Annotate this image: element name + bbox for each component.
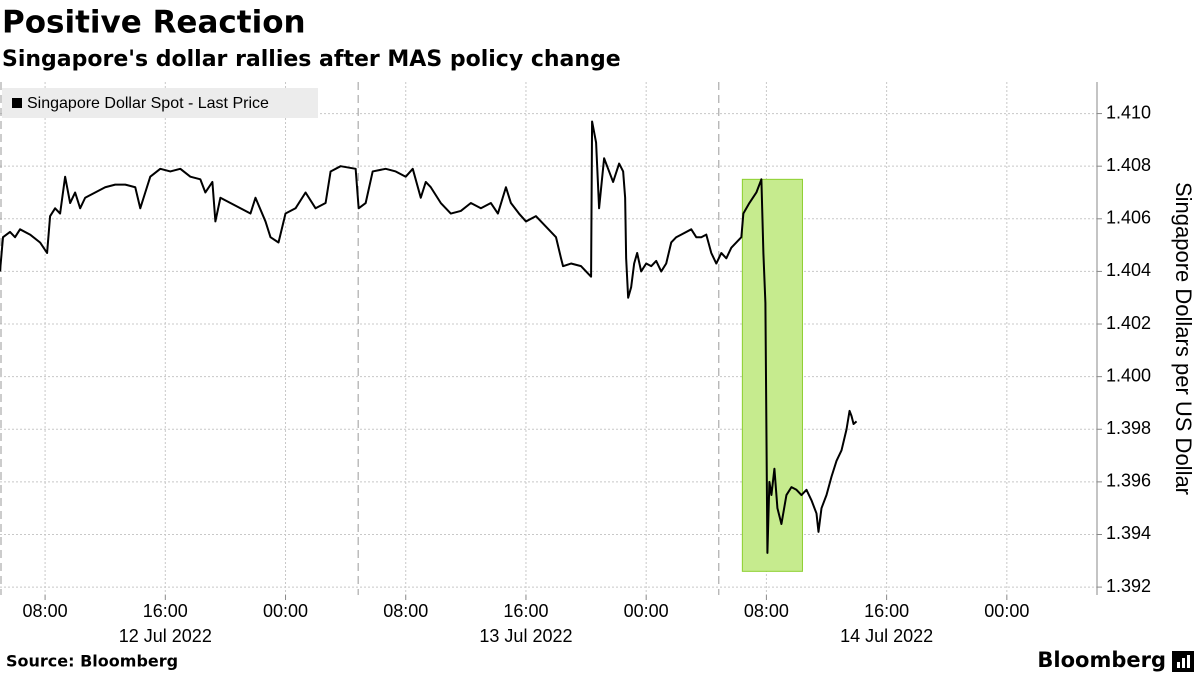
brand-icon-bar	[1187, 655, 1190, 668]
brand-icon-bar	[1182, 658, 1185, 668]
plot-background	[0, 82, 1097, 595]
y-tick-label: 1.406	[1106, 208, 1151, 228]
highlight-box	[741, 178, 803, 572]
x-tick-label: 16:00	[864, 601, 909, 621]
x-date-label: 14 Jul 2022	[840, 626, 933, 646]
x-tick-label: 16:00	[143, 601, 188, 621]
legend-label: Singapore Dollar Spot - Last Price	[27, 95, 269, 112]
y-tick-label: 1.408	[1106, 155, 1151, 175]
brand: Bloomberg	[1037, 648, 1166, 672]
x-tick-label: 08:00	[383, 601, 428, 621]
chart-title: Positive Reaction	[2, 5, 306, 41]
chart-subtitle: Singapore's dollar rallies after MAS pol…	[2, 47, 621, 72]
y-tick-label: 1.398	[1106, 418, 1151, 438]
x-date-label: 12 Jul 2022	[119, 626, 212, 646]
legend-box	[2, 88, 318, 118]
y-tick-label: 1.402	[1106, 313, 1151, 333]
y-tick-label: 1.396	[1106, 471, 1151, 491]
y-axis-title: Singapore Dollars per US Dollar	[1171, 182, 1196, 495]
y-tick-label: 1.394	[1106, 523, 1151, 543]
source-note: Source: Bloomberg	[6, 652, 178, 671]
y-tick-label: 1.392	[1106, 576, 1151, 596]
y-tick-label: 1.400	[1106, 365, 1151, 385]
brand-icon	[1172, 651, 1194, 672]
x-tick-label: 00:00	[984, 601, 1029, 621]
brand-icon-bar	[1177, 662, 1180, 668]
x-tick-label: 08:00	[744, 601, 789, 621]
y-tick-label: 1.404	[1106, 260, 1151, 280]
legend-swatch	[12, 98, 22, 108]
x-tick-label: 00:00	[263, 601, 308, 621]
series-line	[0, 120, 858, 554]
x-tick-label: 00:00	[624, 601, 669, 621]
x-tick-label: 16:00	[503, 601, 548, 621]
x-tick-label: 08:00	[23, 601, 68, 621]
x-date-label: 13 Jul 2022	[479, 626, 572, 646]
y-tick-label: 1.410	[1106, 102, 1151, 122]
